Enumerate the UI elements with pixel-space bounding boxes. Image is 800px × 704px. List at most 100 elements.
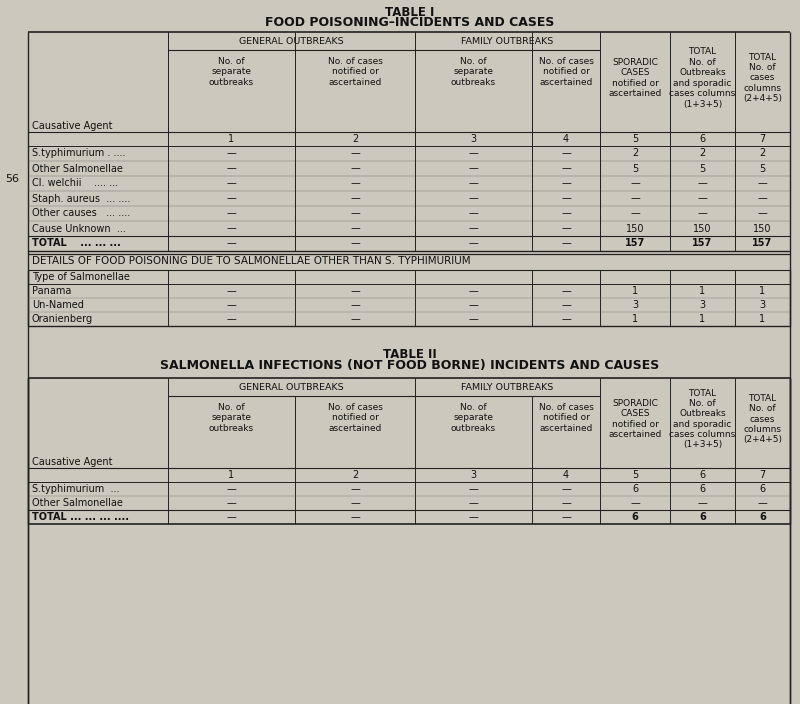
Text: —: — bbox=[698, 208, 707, 218]
Text: TOTAL
No. of
cases
columns
(2+4+5): TOTAL No. of cases columns (2+4+5) bbox=[743, 394, 782, 444]
Text: 3: 3 bbox=[699, 300, 706, 310]
Text: GENERAL OUTBREAKS: GENERAL OUTBREAKS bbox=[239, 382, 344, 391]
Text: 150: 150 bbox=[694, 223, 712, 234]
Text: —: — bbox=[226, 149, 236, 158]
Text: —: — bbox=[561, 300, 571, 310]
Text: 5: 5 bbox=[632, 163, 638, 173]
Text: No. of
separate
outbreaks: No. of separate outbreaks bbox=[451, 403, 496, 433]
Text: 5: 5 bbox=[699, 163, 706, 173]
Text: 1: 1 bbox=[699, 286, 706, 296]
Text: Staph. aureus  ... ....: Staph. aureus ... .... bbox=[32, 194, 130, 203]
Text: —: — bbox=[350, 163, 360, 173]
Text: 1: 1 bbox=[632, 286, 638, 296]
Text: —: — bbox=[561, 223, 571, 234]
Text: —: — bbox=[561, 208, 571, 218]
Text: —: — bbox=[561, 286, 571, 296]
Text: TOTAL    ... ... ...: TOTAL ... ... ... bbox=[32, 239, 121, 249]
Text: —: — bbox=[350, 300, 360, 310]
Text: 157: 157 bbox=[625, 239, 645, 249]
Text: Cause Unknown  ...: Cause Unknown ... bbox=[32, 223, 126, 234]
Text: Other causes   ... ....: Other causes ... .... bbox=[32, 208, 130, 218]
Text: S.typhimurium . ....: S.typhimurium . .... bbox=[32, 149, 126, 158]
Text: 6: 6 bbox=[699, 134, 706, 144]
Text: 3: 3 bbox=[632, 300, 638, 310]
Text: TOTAL
No. of
Outbreaks
and sporadic
cases columns
(1+3+5): TOTAL No. of Outbreaks and sporadic case… bbox=[670, 389, 736, 449]
Text: —: — bbox=[469, 512, 478, 522]
Text: Causative Agent: Causative Agent bbox=[32, 457, 113, 467]
Text: 6: 6 bbox=[699, 512, 706, 522]
Text: —: — bbox=[469, 498, 478, 508]
Text: 1: 1 bbox=[229, 470, 234, 480]
Text: —: — bbox=[469, 239, 478, 249]
Text: Type of Salmonellae: Type of Salmonellae bbox=[32, 272, 130, 282]
Text: —: — bbox=[226, 286, 236, 296]
Text: —: — bbox=[561, 239, 571, 249]
Text: Cl. welchii    .... ...: Cl. welchii .... ... bbox=[32, 179, 118, 189]
Text: —: — bbox=[226, 300, 236, 310]
Text: 1: 1 bbox=[229, 134, 234, 144]
Text: No. of cases
notified or
ascertained: No. of cases notified or ascertained bbox=[327, 403, 382, 433]
Text: 6: 6 bbox=[632, 512, 638, 522]
Text: 150: 150 bbox=[626, 223, 644, 234]
Text: SPORADIC
CASES
notified or
ascertained: SPORADIC CASES notified or ascertained bbox=[608, 399, 662, 439]
Text: 4: 4 bbox=[563, 134, 569, 144]
Text: —: — bbox=[758, 208, 767, 218]
Text: —: — bbox=[469, 314, 478, 324]
Text: 5: 5 bbox=[632, 134, 638, 144]
Text: —: — bbox=[350, 194, 360, 203]
Text: 6: 6 bbox=[759, 512, 766, 522]
Text: —: — bbox=[469, 208, 478, 218]
Text: —: — bbox=[561, 179, 571, 189]
Text: —: — bbox=[350, 223, 360, 234]
Text: —: — bbox=[226, 208, 236, 218]
Text: 157: 157 bbox=[692, 239, 713, 249]
Text: —: — bbox=[630, 208, 640, 218]
Text: Other Salmonellae: Other Salmonellae bbox=[32, 498, 123, 508]
Text: —: — bbox=[469, 179, 478, 189]
Text: 7: 7 bbox=[759, 134, 766, 144]
Text: —: — bbox=[561, 484, 571, 494]
Text: 2: 2 bbox=[699, 149, 706, 158]
Text: —: — bbox=[350, 208, 360, 218]
Text: —: — bbox=[698, 179, 707, 189]
Text: FAMILY OUTBREAKS: FAMILY OUTBREAKS bbox=[462, 37, 554, 46]
Text: 1: 1 bbox=[759, 286, 766, 296]
Text: —: — bbox=[469, 194, 478, 203]
Text: 6: 6 bbox=[699, 470, 706, 480]
Text: 5: 5 bbox=[632, 470, 638, 480]
Text: —: — bbox=[630, 179, 640, 189]
Text: —: — bbox=[630, 194, 640, 203]
Text: DETAILS OF FOOD POISONING DUE TO SALMONELLAE OTHER THAN S. TYPHIMURIUM: DETAILS OF FOOD POISONING DUE TO SALMONE… bbox=[32, 256, 470, 266]
Text: —: — bbox=[226, 512, 236, 522]
Text: —: — bbox=[469, 163, 478, 173]
Text: S.typhimurium  ...: S.typhimurium ... bbox=[32, 484, 119, 494]
Text: —: — bbox=[350, 239, 360, 249]
Text: No. of cases
notified or
ascertained: No. of cases notified or ascertained bbox=[538, 403, 594, 433]
Text: No. of
separate
outbreaks: No. of separate outbreaks bbox=[451, 57, 496, 87]
Text: —: — bbox=[226, 498, 236, 508]
Text: 1: 1 bbox=[759, 314, 766, 324]
Text: —: — bbox=[758, 179, 767, 189]
Text: —: — bbox=[469, 484, 478, 494]
Text: 56: 56 bbox=[5, 174, 19, 184]
Text: 2: 2 bbox=[759, 149, 766, 158]
Text: —: — bbox=[469, 149, 478, 158]
Text: —: — bbox=[561, 314, 571, 324]
Text: 4: 4 bbox=[563, 470, 569, 480]
Text: —: — bbox=[350, 484, 360, 494]
Text: Oranienberg: Oranienberg bbox=[32, 314, 93, 324]
Text: Other Salmonellae: Other Salmonellae bbox=[32, 163, 123, 173]
Text: —: — bbox=[226, 179, 236, 189]
Text: —: — bbox=[698, 194, 707, 203]
Text: TABLE I: TABLE I bbox=[386, 6, 434, 18]
Text: GENERAL OUTBREAKS: GENERAL OUTBREAKS bbox=[239, 37, 344, 46]
Text: TOTAL ... ... ... ....: TOTAL ... ... ... .... bbox=[32, 512, 129, 522]
Text: 3: 3 bbox=[470, 134, 477, 144]
Text: —: — bbox=[469, 286, 478, 296]
Text: —: — bbox=[226, 314, 236, 324]
Text: —: — bbox=[561, 512, 571, 522]
Text: FOOD POISONING–INCIDENTS AND CASES: FOOD POISONING–INCIDENTS AND CASES bbox=[266, 16, 554, 30]
Text: 5: 5 bbox=[759, 163, 766, 173]
Text: No. of
separate
outbreaks: No. of separate outbreaks bbox=[209, 57, 254, 87]
Text: —: — bbox=[561, 163, 571, 173]
